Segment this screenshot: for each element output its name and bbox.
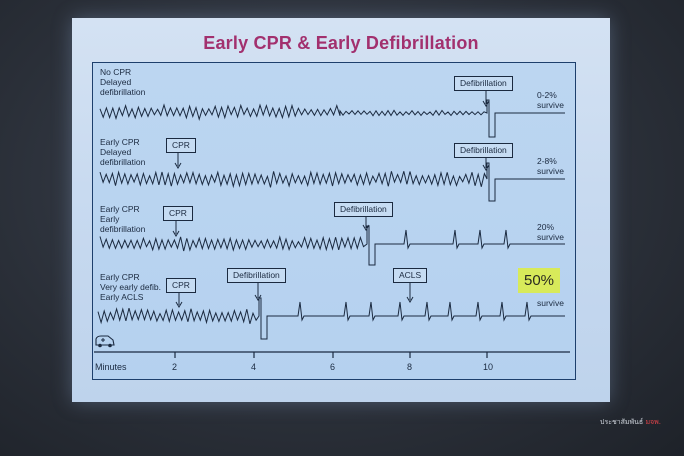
axis-tick-2: 2 [172, 362, 178, 372]
row4-outcome-sub: survive [537, 298, 564, 308]
row1-outcome: 0-2% survive [537, 90, 564, 110]
slide-title: Early CPR & Early Defibrillation [203, 33, 479, 53]
row2-outcome: 2-8% survive [537, 156, 564, 176]
row1-defibrillation-box: Defibrillation [454, 76, 513, 91]
axis-tick-10: 10 [483, 362, 494, 372]
row2-cpr-box: CPR [166, 138, 196, 153]
axis-tick-4: 4 [251, 362, 257, 372]
row3-defibrillation-box: Defibrillation [334, 202, 393, 217]
row4-label: Early CPR Very early defib. Early ACLS [100, 272, 161, 302]
row4-acls-box: ACLS [393, 268, 428, 283]
watermark: ประชาสัมพันธ์ มจพ. [600, 418, 661, 426]
axis-tick-8: 8 [407, 362, 413, 372]
row3-cpr-box: CPR [163, 206, 193, 221]
row2-defibrillation-box: Defibrillation [454, 143, 513, 158]
axis-label-minutes: Minutes [95, 362, 127, 372]
survival-highlight-badge: 50% [518, 268, 560, 293]
row4-cpr-box: CPR [166, 278, 196, 293]
row2-label: Early CPR Delayed defibrillation [100, 137, 146, 167]
ecg-diagram-panel [92, 62, 576, 380]
axis-tick-6: 6 [330, 362, 336, 372]
ambulance-icon [95, 335, 115, 348]
row3-outcome: 20% survive [537, 222, 564, 242]
row4-defibrillation-box: Defibrillation [227, 268, 286, 283]
row1-label: No CPR Delayed defibrillation [100, 67, 146, 97]
row3-label: Early CPR Early defibrillation [100, 204, 146, 234]
